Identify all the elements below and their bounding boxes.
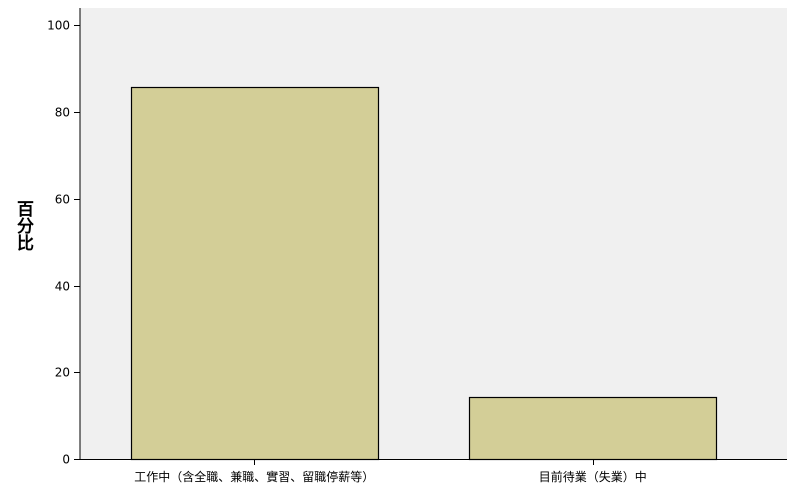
y-tick-label: 40	[55, 280, 70, 294]
y-tick-label: 80	[55, 106, 70, 120]
x-tick-label: 目前待業（失業）中	[539, 469, 647, 484]
y-tick-label: 0	[62, 453, 70, 467]
y-tick-label: 100	[47, 19, 70, 33]
y-tick-label: 60	[55, 193, 70, 207]
bar	[468, 396, 718, 461]
y-tick-label: 20	[55, 366, 70, 380]
bar	[130, 86, 380, 461]
category-labels: 工作中（含全職、兼職、實習、留職停薪等） 目前待業（失業）中	[134, 469, 647, 484]
y-axis: 0 20 40 60 80 100	[47, 8, 81, 467]
x-tick-label: 工作中（含全職、兼職、實習、留職停薪等）	[134, 469, 374, 484]
bars	[130, 86, 718, 461]
y-axis-label: 百分比	[13, 200, 33, 251]
